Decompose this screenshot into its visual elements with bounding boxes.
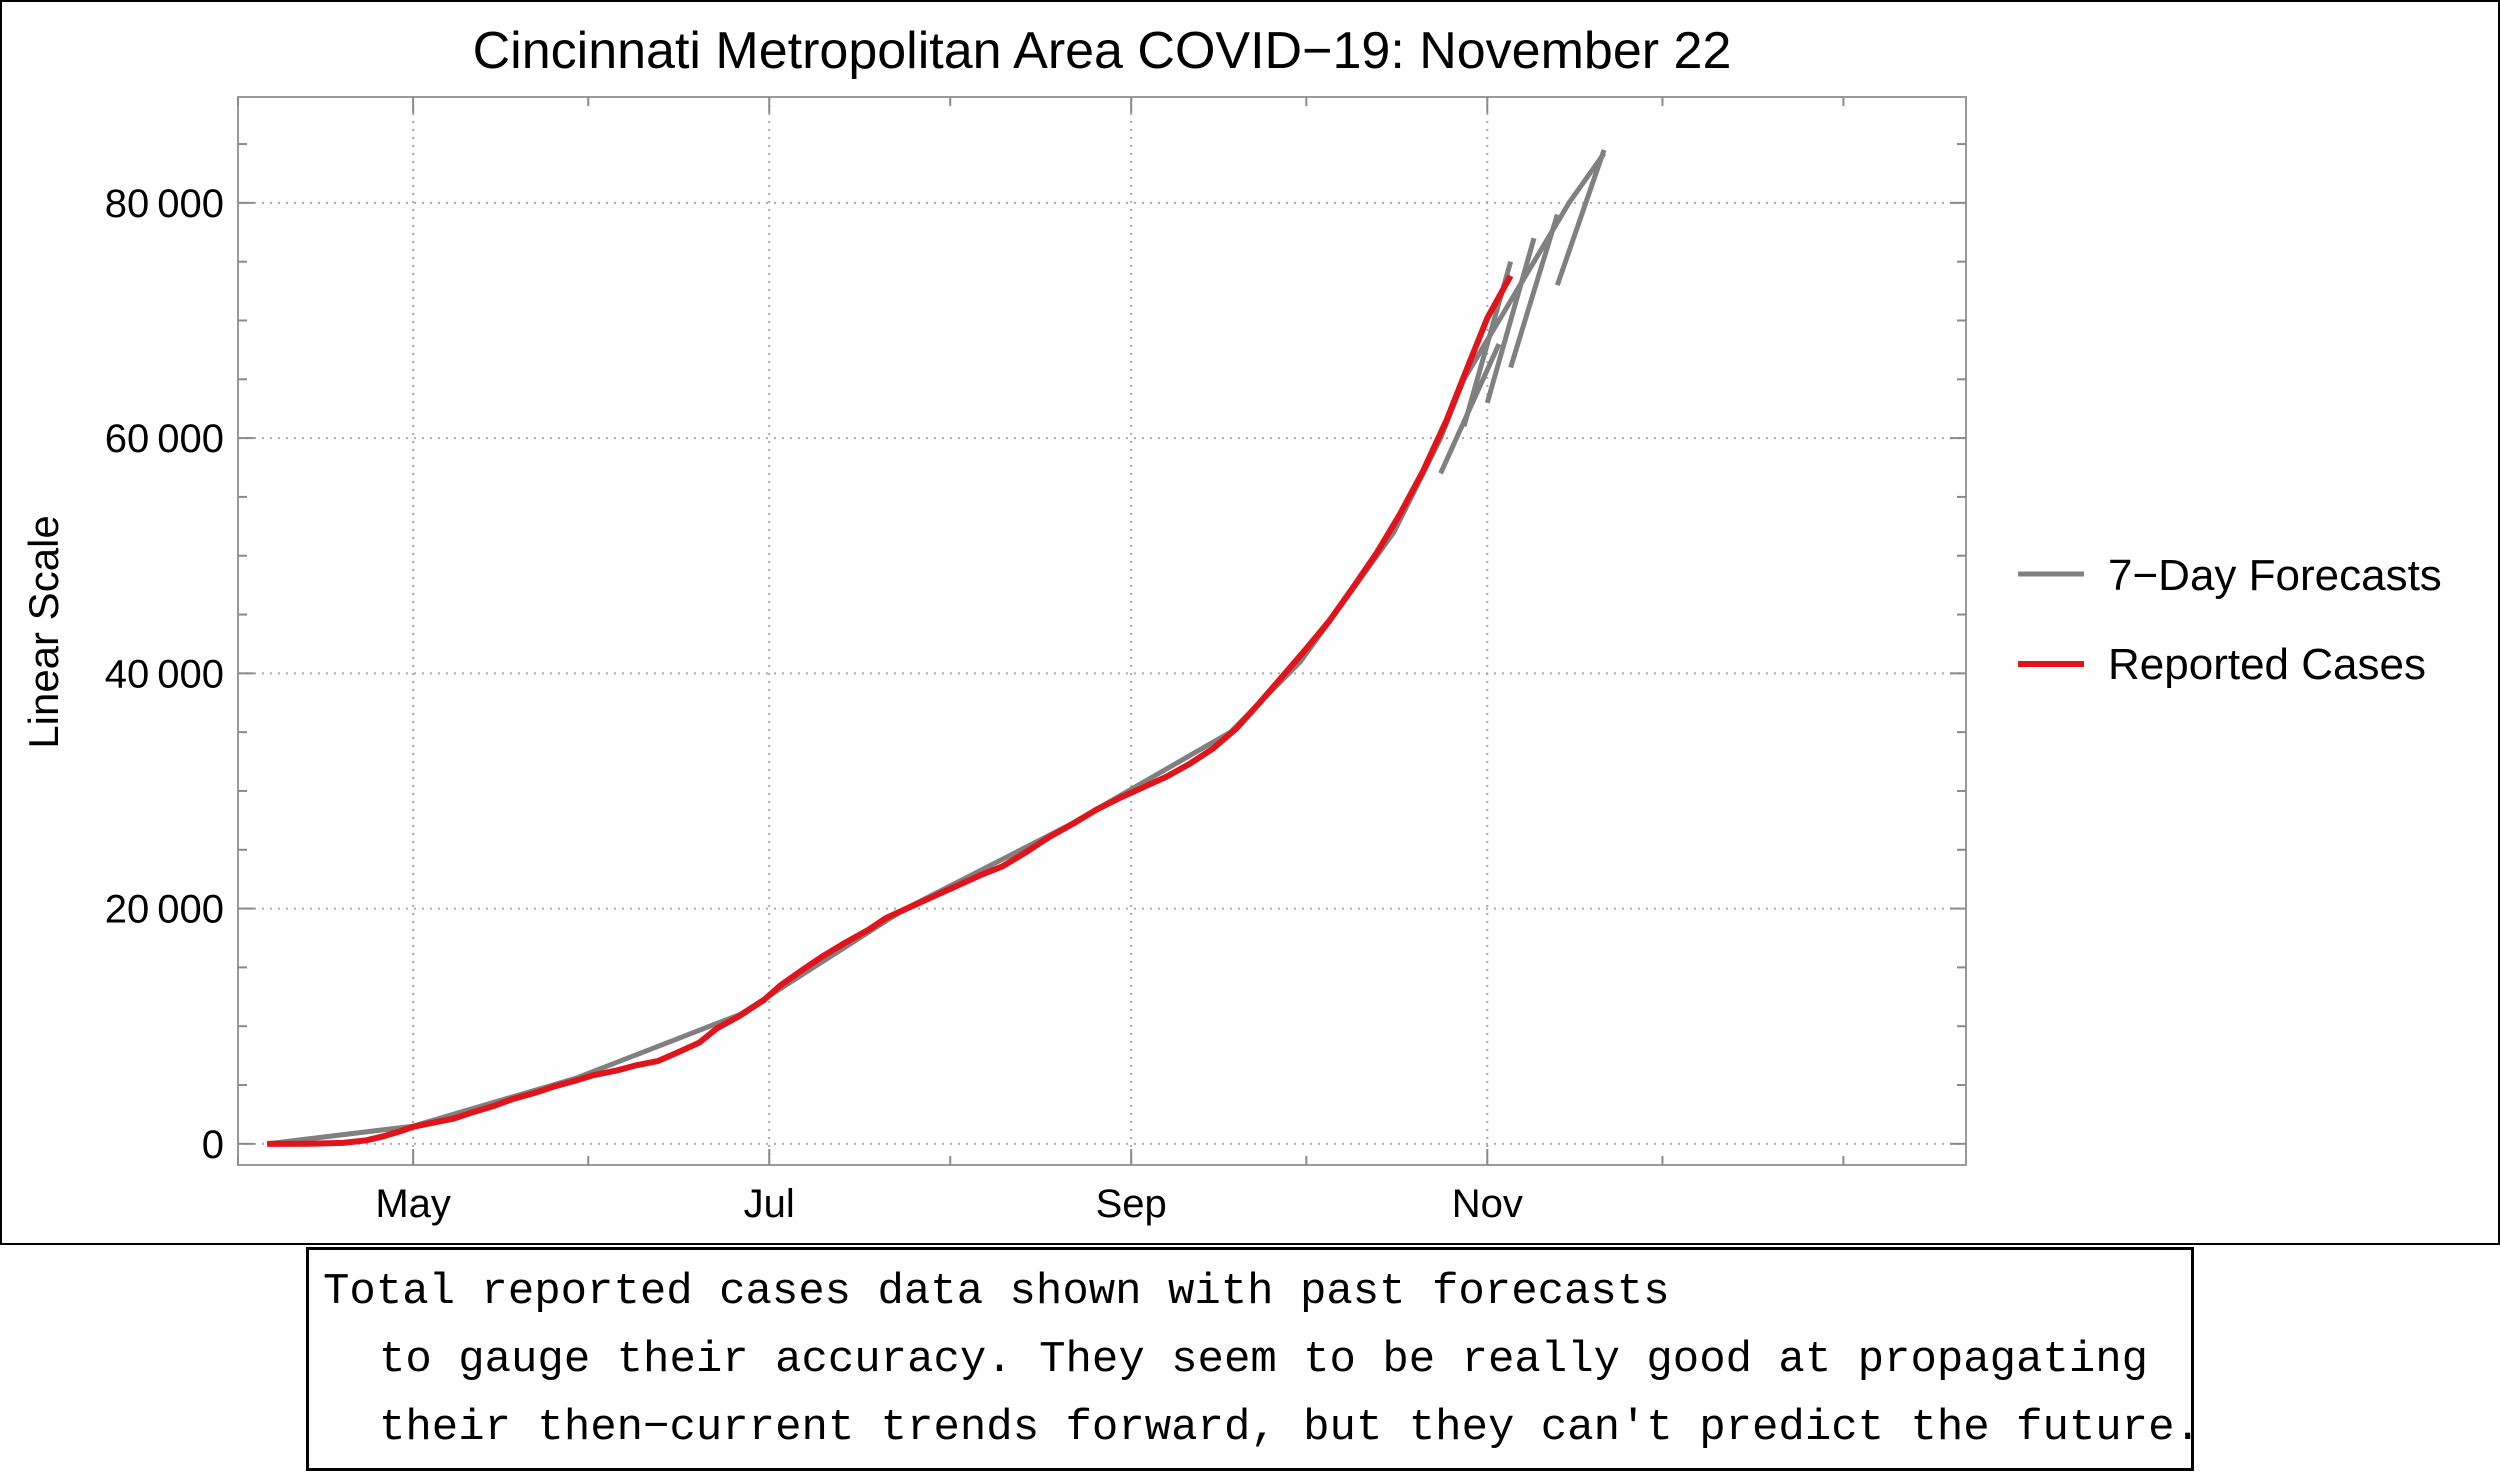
x-tick-label: Jul <box>744 1182 795 1226</box>
forecast-segment <box>1484 237 1537 404</box>
x-tick-label: Nov <box>1452 1182 1523 1226</box>
legend-forecast-label: 7−Day Forecasts <box>2108 551 2442 600</box>
caption-box: Total reported cases data shown with pas… <box>306 1247 2201 1471</box>
chart-frame: Cincinnati Metropolitan Area COVID−19: N… <box>0 0 2500 1245</box>
tick-layer: May Jul Sep Nov 0 20 000 40 000 60 000 80 000 <box>105 97 1966 1226</box>
caption-line-1: Total reported cases data shown with pas… <box>323 1267 1670 1317</box>
x-tick-label: Sep <box>1096 1182 1167 1226</box>
plot-frame <box>237 96 1967 1166</box>
y-tick-label: 40 000 <box>105 652 224 696</box>
y-tick-label: 20 000 <box>105 888 224 932</box>
x-tick-label: May <box>375 1182 451 1226</box>
y-tick-label: 80 000 <box>105 182 224 226</box>
y-tick-label: 0 <box>202 1123 224 1167</box>
caption-line-3: their then−current trends forward, but t… <box>379 1403 2201 1453</box>
caption-line-2: to gauge their accuracy. They seem to be… <box>379 1335 2149 1385</box>
grid-layer <box>238 97 1966 1165</box>
y-axis-label: Linear Scale <box>20 515 67 748</box>
reported-line <box>267 274 1514 1147</box>
chart-title: Cincinnati Metropolitan Area COVID−19: N… <box>473 22 1732 80</box>
legend-reported-label: Reported Cases <box>2108 640 2426 689</box>
chart-svg: Cincinnati Metropolitan Area COVID−19: N… <box>20 22 2442 1226</box>
y-tick-label: 60 000 <box>105 417 224 461</box>
forecast-segment <box>1508 213 1560 369</box>
series-layer <box>266 149 1607 1147</box>
forecast-segment <box>1554 149 1607 287</box>
forecast-line <box>266 152 1607 1147</box>
legend: 7−Day Forecasts Reported Cases <box>2018 551 2442 689</box>
